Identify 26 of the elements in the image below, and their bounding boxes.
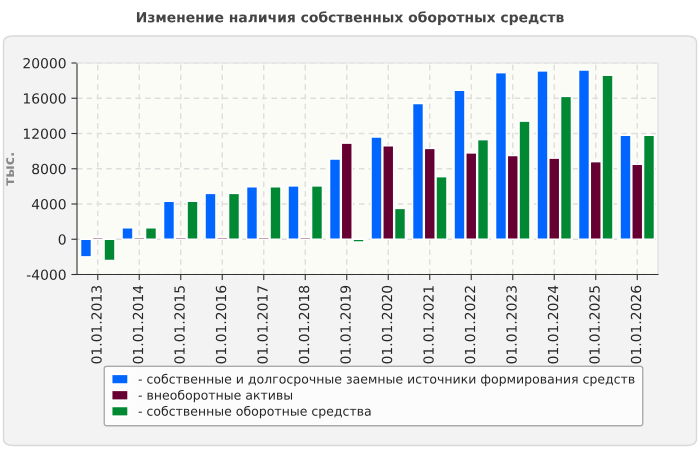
x-tick-label: 01.01.2019 xyxy=(340,286,351,364)
x-tick-label: 01.01.2013 xyxy=(91,286,102,364)
x-tick-label: 01.01.2023 xyxy=(506,286,517,364)
x-tick-label: 01.01.2017 xyxy=(257,286,268,364)
legend-label: - собственные и долгосрочные заемные источники формирования средств xyxy=(138,374,634,386)
x-tick-label: 01.01.2016 xyxy=(216,286,226,364)
y-tick-label: 4000 xyxy=(32,198,66,210)
x-tick-label: 01.01.2015 xyxy=(174,286,185,364)
chart-title: Изменение наличия собственных оборотных средств xyxy=(136,11,564,26)
x-tick-label: 01.01.2025 xyxy=(589,286,600,364)
x-tick-label: 01.01.2024 xyxy=(548,286,558,364)
x-tick-label: 01.01.2026 xyxy=(630,286,642,364)
legend-label: - собственные оборотные средства xyxy=(138,406,371,418)
legend-label: - внеоборотные активы xyxy=(138,390,292,402)
y-tick-label: -4000 xyxy=(26,269,66,280)
y-tick-label: 16000 xyxy=(24,93,66,104)
y-tick-label: 8000 xyxy=(32,164,66,174)
x-tick-label: 01.01.2018 xyxy=(298,286,310,364)
x-tick-label: 01.01.2020 xyxy=(382,286,392,364)
x-tick-label: 01.01.2021 xyxy=(423,286,434,364)
y-axis-title: тыс. xyxy=(6,153,14,186)
x-tick-label: 01.01.2022 xyxy=(464,286,476,364)
y-tick-label: 20000 xyxy=(23,58,66,68)
x-tick-label: 01.01.2014 xyxy=(132,286,144,364)
y-tick-label: 12000 xyxy=(24,128,66,139)
y-tick-label: 0 xyxy=(58,234,66,245)
